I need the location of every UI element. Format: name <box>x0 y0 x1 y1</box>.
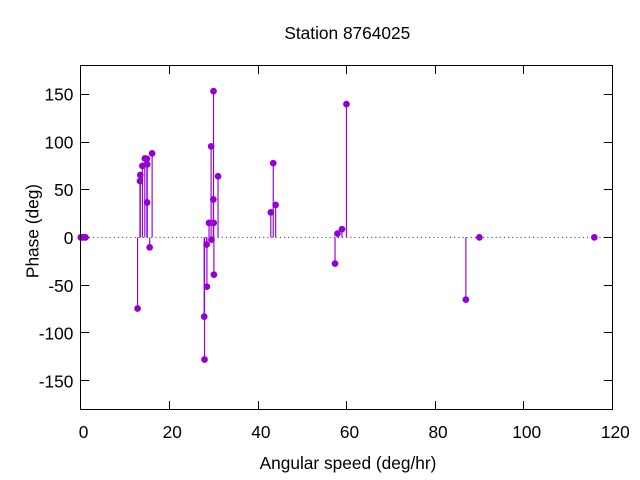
svg-text:50: 50 <box>54 180 73 200</box>
svg-text:120: 120 <box>601 422 630 442</box>
svg-text:100: 100 <box>512 422 541 442</box>
svg-text:60: 60 <box>340 422 359 442</box>
svg-text:40: 40 <box>251 422 270 442</box>
svg-text:Station 8764025: Station 8764025 <box>284 23 410 43</box>
svg-text:80: 80 <box>428 422 447 442</box>
svg-text:0: 0 <box>79 422 89 442</box>
svg-text:20: 20 <box>163 422 182 442</box>
svg-text:-100: -100 <box>39 324 74 344</box>
svg-text:150: 150 <box>45 85 74 105</box>
svg-text:-50: -50 <box>48 276 73 296</box>
svg-text:100: 100 <box>45 132 74 152</box>
svg-text:Phase (deg): Phase (deg) <box>23 184 43 278</box>
svg-text:-150: -150 <box>39 371 74 391</box>
svg-text:Angular speed (deg/hr): Angular speed (deg/hr) <box>260 453 437 473</box>
svg-text:0: 0 <box>64 228 74 248</box>
